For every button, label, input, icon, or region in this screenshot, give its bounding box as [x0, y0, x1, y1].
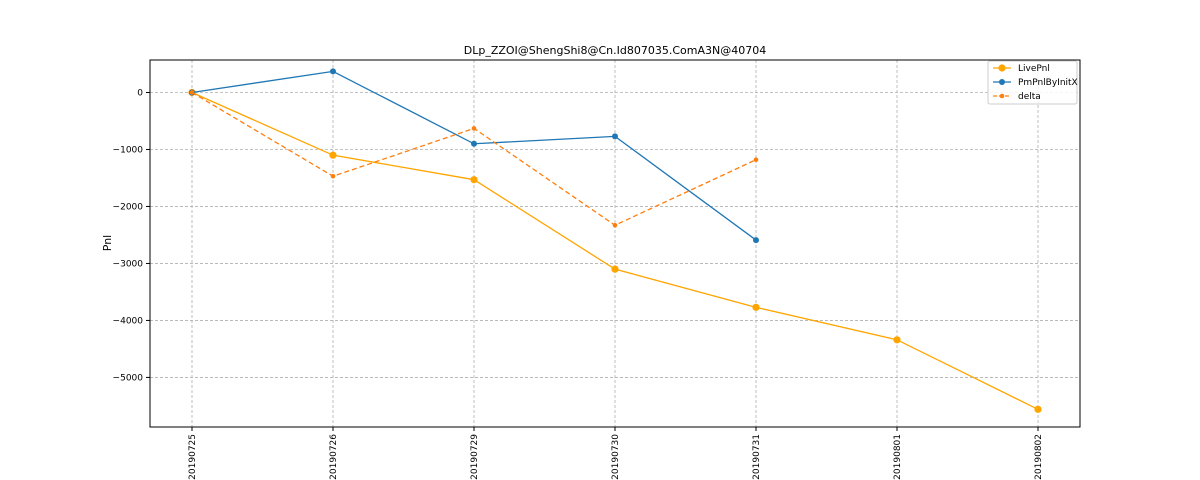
y-tick-label: 0 — [137, 88, 143, 98]
data-point-livepnl — [611, 265, 619, 273]
data-point-livepnl — [893, 336, 901, 344]
data-point-livepnl — [1034, 405, 1042, 413]
data-point-delta — [471, 126, 477, 131]
data-point-delta — [189, 90, 195, 95]
legend-box — [987, 60, 1078, 105]
y-tick-label: −2000 — [113, 202, 144, 212]
x-axis: 20190725 20190726 20190729 20190730 20190731… — [188, 427, 1044, 480]
x-tick-label: 20190730 — [611, 434, 621, 480]
chart-title: DLp_ZZOI@ShengShi8@Cn.Id807035.ComA3N@40… — [464, 44, 766, 57]
x-tick-label: 20190725 — [188, 434, 198, 480]
legend-marker-livepnl — [998, 64, 1006, 72]
data-point-delta — [330, 173, 336, 179]
x-tick-label: 20190802 — [1034, 434, 1044, 480]
data-point-pmpnlbyinitx — [471, 140, 477, 147]
y-axis-label: Pnl — [101, 235, 114, 251]
legend-marker-pmpnlbyinitx — [999, 79, 1005, 85]
series-layer — [188, 68, 1042, 413]
series-delta — [189, 90, 759, 228]
legend-label-delta: delta — [1018, 92, 1041, 102]
x-tick-label: 20190731 — [752, 434, 762, 480]
y-tick-label: −5000 — [113, 373, 144, 383]
data-point-pmpnlbyinitx — [330, 68, 336, 75]
data-point-livepnl — [752, 303, 760, 311]
data-point-pmpnlbyinitx — [612, 133, 618, 140]
x-tick-label: 20190801 — [893, 434, 903, 480]
data-point-livepnl — [329, 151, 337, 159]
y-tick-label: −1000 — [113, 145, 144, 155]
data-point-livepnl — [470, 176, 478, 184]
legend-label-livepnl: LivePnl — [1018, 64, 1050, 74]
data-point-delta — [753, 157, 759, 163]
legend: LivePnl PmPnlByInitX delta — [987, 60, 1078, 105]
legend-label-pmpnlbyinitx: PmPnlByInitX — [1018, 78, 1078, 88]
data-point-pmpnlbyinitx — [753, 237, 759, 244]
x-tick-label: 20190726 — [329, 434, 339, 480]
legend-marker-delta — [999, 93, 1005, 99]
x-tick-label: 20190729 — [470, 434, 480, 480]
y-tick-label: −4000 — [113, 316, 144, 326]
y-axis: 0 −1000 −2000 −3000 −4000 −5000 — [113, 88, 150, 383]
y-tick-label: −3000 — [113, 259, 144, 269]
data-point-delta — [612, 222, 618, 228]
grid — [150, 60, 1080, 427]
